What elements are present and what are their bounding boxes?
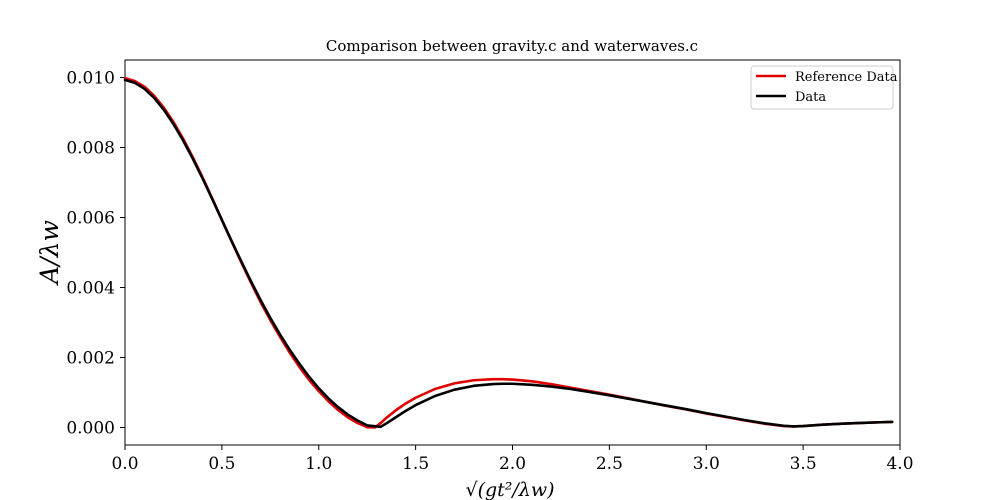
chart-title: Comparison between gravity.c and waterwa… bbox=[326, 37, 698, 55]
y-axis: 0.000 0.002 0.004 0.006 0.008 0.010 bbox=[66, 69, 125, 439]
x-axis-label: √(gt²/λw) bbox=[465, 479, 554, 500]
x-tick-label: 0.0 bbox=[111, 454, 138, 474]
x-tick-label: 1.5 bbox=[402, 454, 429, 474]
y-tick-label: 0.006 bbox=[66, 209, 115, 229]
y-tick-label: 0.004 bbox=[66, 279, 115, 299]
series-layer bbox=[123, 76, 894, 429]
y-tick-label: 0.010 bbox=[66, 69, 115, 89]
y-tick-label: 0.008 bbox=[66, 139, 115, 159]
legend-box bbox=[750, 65, 894, 110]
x-tick-label: 1.0 bbox=[305, 454, 332, 474]
legend: Reference Data Data bbox=[750, 65, 898, 110]
y-tick-label: 0.002 bbox=[66, 349, 115, 369]
legend-label-data: Data bbox=[795, 90, 826, 105]
x-tick-label: 3.0 bbox=[693, 454, 720, 474]
x-tick-label: 2.5 bbox=[596, 454, 623, 474]
x-tick-label: 0.5 bbox=[208, 454, 235, 474]
x-tick-label: 4.0 bbox=[886, 454, 913, 474]
x-tick-label: 2.0 bbox=[499, 454, 526, 474]
y-axis-label: A/λw bbox=[35, 220, 64, 286]
legend-label-reference-data: Reference Data bbox=[795, 70, 898, 85]
series-line-data bbox=[123, 78, 894, 429]
x-axis: 0.0 0.5 1.0 1.5 2.0 2.5 3.0 3.5 4.0 bbox=[111, 445, 914, 474]
y-tick-label: 0.000 bbox=[66, 419, 115, 439]
x-tick-label: 3.5 bbox=[790, 454, 817, 474]
